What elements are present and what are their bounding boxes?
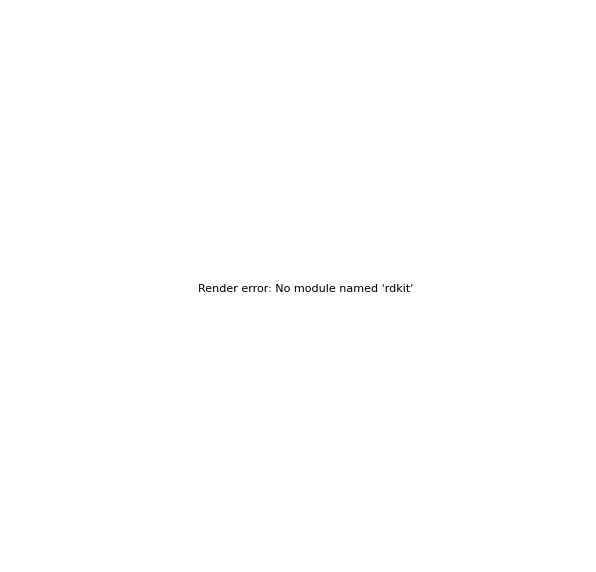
Text: Render error: No module named 'rdkit': Render error: No module named 'rdkit' [198, 284, 413, 294]
